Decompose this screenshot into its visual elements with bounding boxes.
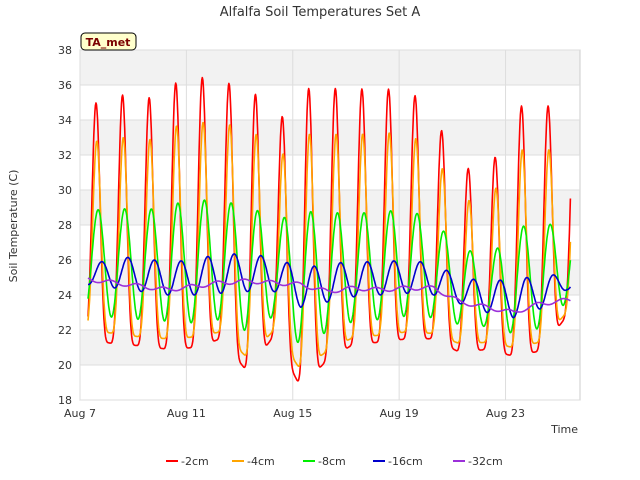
legend-label: -2cm	[181, 455, 209, 468]
background-band	[80, 155, 580, 190]
chart-title: Alfalfa Soil Temperatures Set A	[220, 5, 421, 20]
station-badge-label: TA_met	[86, 36, 131, 49]
y-tick-label: 30	[58, 184, 72, 197]
y-tick-label: 20	[58, 359, 72, 372]
station-badge-box	[80, 32, 137, 51]
x-tick-label: Aug 23	[486, 407, 525, 420]
background-band	[80, 85, 580, 120]
series-lines	[87, 76, 572, 382]
y-tick-label: 34	[58, 114, 72, 127]
legend-label: -8cm	[318, 455, 346, 468]
y-tick-label: 38	[58, 44, 72, 57]
background-band	[80, 50, 580, 85]
series-line-minus-32cm	[87, 277, 571, 313]
gridlines	[79, 49, 580, 401]
y-tick-labels: 18 20 22 24 26 28 30 32 34 36 38	[58, 44, 72, 407]
legend-label: -4cm	[247, 455, 275, 468]
station-badge: TA_met	[80, 32, 137, 51]
x-tick-labels: Aug 7 Aug 11 Aug 15 Aug 19 Aug 23	[64, 407, 525, 420]
legend-label: -16cm	[388, 455, 423, 468]
y-tick-label: 24	[58, 289, 72, 302]
y-axis-label: Soil Temperature (C)	[7, 170, 20, 283]
y-tick-label: 36	[58, 79, 72, 92]
x-tick-label: Aug 19	[380, 407, 419, 420]
legend: -2cm -4cm -8cm -16cm -32cm	[166, 455, 503, 468]
x-tick-label: Aug 11	[167, 407, 206, 420]
background-band	[80, 365, 580, 400]
x-tick-label: Aug 15	[273, 407, 312, 420]
x-tick-label: Aug 7	[64, 407, 96, 420]
x-axis-label: Time	[550, 423, 578, 436]
series-line-minus-8cm	[87, 199, 572, 344]
background-band	[80, 330, 580, 365]
y-tick-label: 28	[58, 219, 72, 232]
y-tick-label: 26	[58, 254, 72, 267]
legend-label: -32cm	[468, 455, 503, 468]
y-tick-label: 22	[58, 324, 72, 337]
y-tick-label: 18	[58, 394, 72, 407]
background-band	[80, 120, 580, 155]
y-tick-label: 32	[58, 149, 72, 162]
